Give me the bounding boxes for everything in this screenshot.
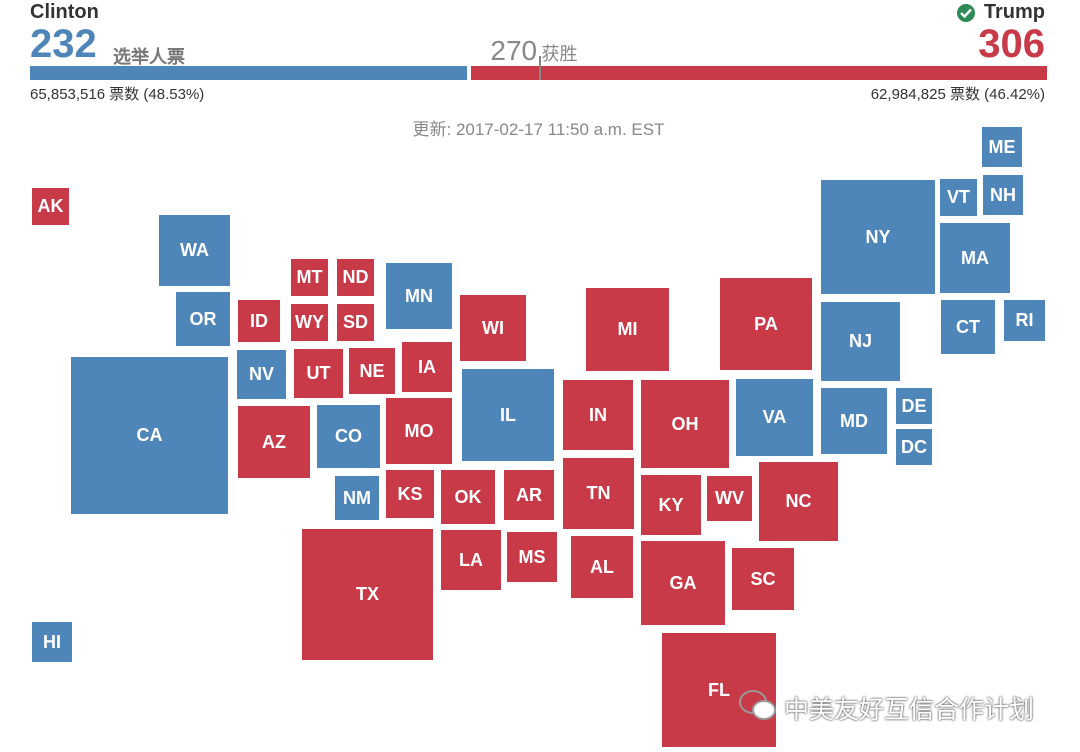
threshold: 270 获胜 [490, 35, 577, 67]
state-tile: PA [720, 278, 812, 370]
state-tile: SC [732, 548, 794, 610]
state-tile: VT [940, 179, 977, 216]
check-icon [957, 4, 975, 22]
state-tile: MA [940, 223, 1010, 293]
state-tile: NJ [821, 302, 900, 381]
state-tile: VA [736, 379, 813, 456]
state-tile: LA [441, 530, 501, 590]
state-tile: WI [460, 295, 526, 361]
state-tile: NY [821, 180, 935, 294]
state-tile: AK [32, 188, 69, 225]
electoral-votes: 232 [30, 22, 97, 66]
bar-segment [30, 66, 467, 80]
state-tile: NE [349, 348, 395, 394]
state-tile: NM [335, 476, 379, 520]
wechat-icon [739, 690, 776, 720]
state-tile: MS [507, 532, 557, 582]
state-tile: OR [176, 292, 230, 346]
state-tile: SD [337, 304, 374, 341]
state-tile: CA [71, 357, 228, 514]
electoral-votes: 306 [978, 22, 1045, 66]
state-tile: NH [983, 175, 1023, 215]
vote-bar [30, 56, 1047, 80]
state-tile: AZ [238, 406, 310, 478]
update-time: 更新: 2017-02-17 11:50 a.m. EST [412, 120, 665, 139]
state-tile: KS [386, 470, 434, 518]
state-tile: ID [238, 300, 280, 342]
watermark: 中美友好互信合作计划 [784, 696, 1035, 724]
state-tile: HI [32, 622, 72, 662]
state-tile: WV [707, 476, 752, 521]
state-tile: DE [896, 388, 932, 424]
state-tile: KY [641, 475, 701, 535]
state-tile: WA [159, 215, 230, 286]
state-tile: GA [641, 541, 725, 625]
state-tile: IL [462, 369, 554, 461]
state-tile: AL [571, 536, 633, 598]
state-tile: NC [759, 462, 838, 541]
state-tile: TX [302, 529, 433, 660]
candidate-name: Clinton [30, 1, 99, 23]
bar-segment [470, 66, 1047, 80]
state-tile: IA [402, 342, 452, 392]
state-tile: MD [821, 388, 887, 454]
candidate-name: Trump [983, 1, 1045, 23]
state-tile: CT [941, 300, 995, 354]
state-tile: MO [386, 398, 452, 464]
state-tile: DC [896, 429, 932, 465]
threshold-label: 获胜 [541, 44, 578, 64]
state-tile: ND [337, 259, 374, 296]
state-tile: OK [441, 470, 495, 524]
state-tile: IN [563, 380, 633, 450]
state-tile: AR [504, 470, 554, 520]
state-tile: ME [982, 127, 1022, 167]
state-tile: UT [294, 349, 343, 398]
state-tile: WY [291, 304, 328, 341]
state-tile: MT [291, 259, 328, 296]
state-tile: MI [586, 288, 669, 371]
state-tile: MN [386, 263, 452, 329]
popular-vote: 65,853,516 票数 (48.53%) [30, 86, 205, 103]
state-tile: FL [662, 633, 776, 747]
electoral-label: 选举人票 [113, 47, 185, 67]
state-tile: OH [641, 380, 729, 468]
threshold-value: 270 [490, 35, 538, 66]
popular-vote: 62,984,825 票数 (46.42%) [870, 86, 1045, 103]
state-tile: NV [237, 350, 286, 399]
threshold-marker [539, 56, 542, 80]
state-tile: CO [317, 405, 380, 468]
state-tile: TN [563, 458, 634, 529]
state-tile: RI [1004, 300, 1045, 341]
